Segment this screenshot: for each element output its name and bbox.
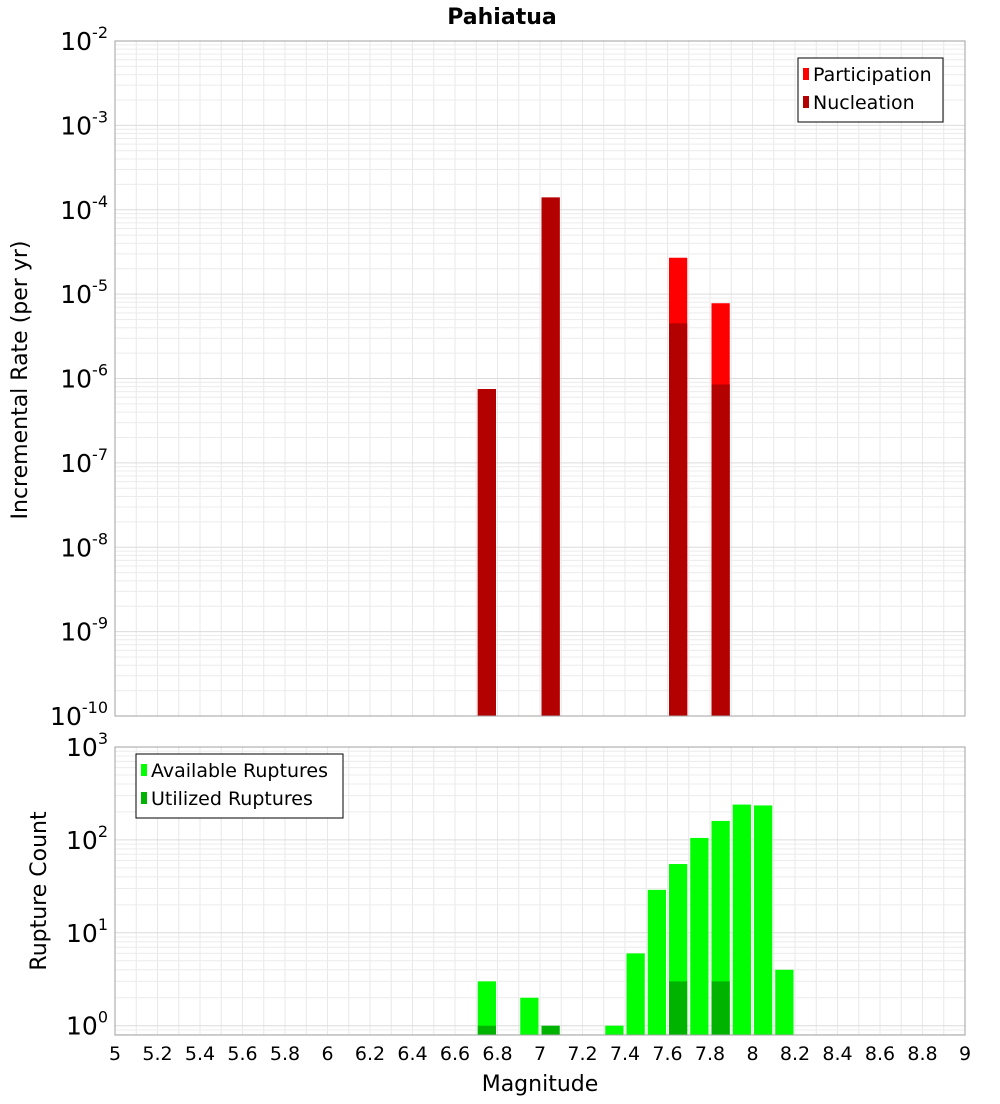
bar-available-ruptures — [690, 837, 709, 1035]
legend-layer: Participation Nucleation Available Rupture… — [135, 57, 944, 819]
x-tick-label: 9 — [959, 1043, 971, 1065]
y-tick-label: 10-10 — [50, 698, 108, 731]
x-tick-label: 5 — [109, 1043, 121, 1065]
bar-available-ruptures — [477, 981, 496, 1035]
y-tick-exponent: -9 — [92, 614, 108, 633]
y-tick-label: 10-9 — [60, 614, 108, 647]
legend-label: Participation — [813, 64, 932, 86]
bar-available-ruptures — [775, 969, 794, 1035]
y-tick-label: 10-6 — [60, 361, 108, 394]
y-tick-exponent: 2 — [98, 822, 108, 841]
x-tick-label: 6.6 — [440, 1043, 470, 1065]
x-tick-label: 8.8 — [907, 1043, 937, 1065]
y-tick-label: 10-3 — [60, 107, 108, 140]
y-tick-exponent: -7 — [92, 445, 108, 464]
y-tick-exponent: -5 — [92, 276, 108, 295]
y-tick-exponent: -6 — [92, 361, 108, 380]
ticks-layer: 10-1010-910-810-710-610-510-410-310-2100… — [50, 23, 971, 1065]
y-tick-label: 103 — [66, 729, 108, 762]
y-tick-label: 10-2 — [60, 23, 108, 56]
bar-available-ruptures — [754, 805, 773, 1035]
y-tick-exponent: -4 — [92, 192, 108, 211]
legend-swatch — [141, 764, 147, 776]
y-tick-label: 102 — [66, 822, 108, 855]
bar-available-ruptures — [626, 953, 645, 1035]
x-tick-label: 8 — [746, 1043, 758, 1065]
bar-nucleation — [477, 389, 496, 716]
x-tick-label: 8.2 — [780, 1043, 810, 1065]
x-tick-label: 7.2 — [567, 1043, 597, 1065]
x-tick-label: 6.2 — [355, 1043, 385, 1065]
y-tick-exponent: -2 — [92, 23, 108, 42]
bar-nucleation — [669, 323, 688, 716]
x-tick-label: 7.4 — [610, 1043, 640, 1065]
bar-nucleation — [711, 384, 730, 716]
x-tick-label: 5.8 — [270, 1043, 300, 1065]
y-tick-label: 10-7 — [60, 445, 108, 478]
x-tick-label: 5.2 — [142, 1043, 172, 1065]
legend-swatch — [141, 792, 147, 804]
legend-label: Available Ruptures — [151, 760, 328, 782]
x-tick-label: 6.8 — [482, 1043, 512, 1065]
bars-layer — [477, 197, 794, 1035]
y-tick-exponent: -8 — [92, 529, 108, 548]
x-tick-label: 5.6 — [227, 1043, 257, 1065]
x-tick-label: 5.4 — [185, 1043, 215, 1065]
y-tick-exponent: 1 — [98, 915, 108, 934]
bar-available-ruptures — [647, 889, 666, 1035]
y-tick-exponent: -3 — [92, 107, 108, 126]
top-y-axis-label: Incremental Rate (per yr) — [8, 241, 33, 520]
x-tick-label: 8.4 — [822, 1043, 852, 1065]
legend-label: Nucleation — [813, 92, 915, 114]
bottom-y-axis-label: Rupture Count — [27, 811, 52, 971]
bar-nucleation — [541, 197, 560, 717]
y-tick-label: 100 — [66, 1008, 108, 1041]
y-tick-exponent: 0 — [98, 1008, 108, 1027]
plot-frame — [114, 746, 966, 1036]
x-tick-label: 7.8 — [695, 1043, 725, 1065]
bar-available-ruptures — [605, 1025, 624, 1035]
bar-available-ruptures — [520, 997, 539, 1035]
bar-utilized-ruptures — [669, 981, 688, 1035]
x-tick-label: 8.6 — [865, 1043, 895, 1065]
x-tick-label: 6 — [321, 1043, 333, 1065]
text-layer: Pahiatua Magnitude Incremental Rate (per… — [8, 5, 598, 1097]
x-axis-label: Magnitude — [482, 1072, 599, 1097]
legend-box — [135, 753, 344, 819]
y-tick-exponent: 3 — [98, 729, 108, 748]
y-tick-label: 10-4 — [60, 192, 108, 225]
bar-utilized-ruptures — [541, 1025, 560, 1035]
plot-frame — [114, 40, 966, 717]
x-tick-label: 6.4 — [397, 1043, 427, 1065]
frame-layer — [114, 40, 966, 1036]
y-tick-label: 101 — [66, 915, 108, 948]
x-tick-label: 7 — [534, 1043, 546, 1065]
y-tick-exponent: -10 — [82, 698, 108, 717]
chart-title: Pahiatua — [447, 5, 556, 30]
x-tick-label: 7.6 — [652, 1043, 682, 1065]
legend-box — [797, 57, 944, 123]
bar-utilized-ruptures — [711, 981, 730, 1035]
grid-layer — [114, 41, 966, 1036]
y-tick-label: 10-8 — [60, 529, 108, 562]
bar-available-ruptures — [732, 804, 751, 1035]
y-tick-label: 10-5 — [60, 276, 108, 309]
legend-label: Utilized Ruptures — [151, 788, 313, 810]
bar-utilized-ruptures — [477, 1025, 496, 1035]
legend-swatch — [803, 68, 809, 80]
legend-swatch — [803, 96, 809, 108]
